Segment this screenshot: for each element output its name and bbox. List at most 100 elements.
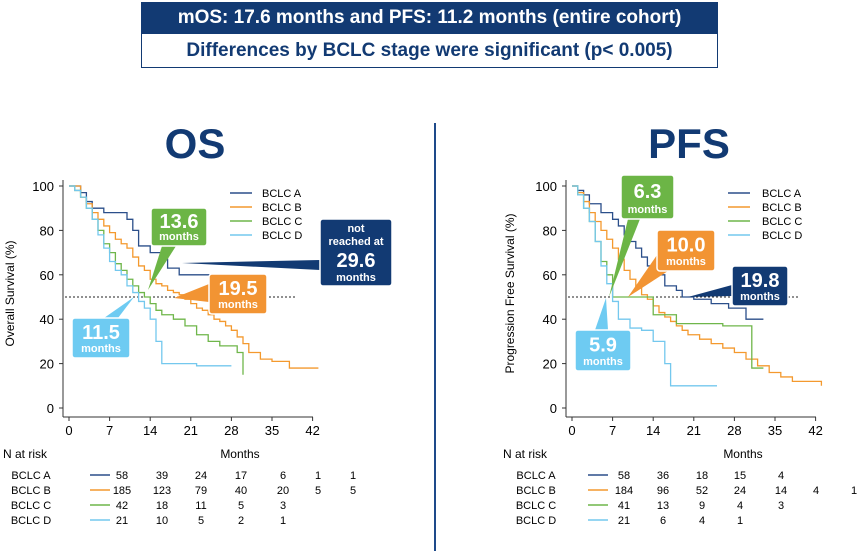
risk-row-label: BCLC C <box>11 500 51 512</box>
risk-cell: 1 <box>280 515 286 527</box>
callout-median-value: 6.3 <box>634 181 662 203</box>
legend-label-bclc-d: BCLC D <box>762 230 802 242</box>
callout-pointer-bclc-d <box>595 298 608 330</box>
risk-cell: 58 <box>618 470 630 482</box>
summary-banner-text: mOS: 17.6 months and PFS: 11.2 months (e… <box>177 6 682 28</box>
risk-cell: 24 <box>195 470 207 482</box>
x-tick-label: 7 <box>106 423 113 438</box>
y-tick-label: 100 <box>535 179 557 194</box>
risk-cell: 42 <box>116 500 128 512</box>
risk-table-title: N at risk <box>503 447 548 461</box>
callout-median-value: 13.6 <box>160 211 199 233</box>
callout-pointer-bclc-c <box>609 219 640 297</box>
risk-cell: 58 <box>116 470 128 482</box>
risk-cell: 21 <box>116 515 128 527</box>
x-tick-label: 14 <box>646 423 660 438</box>
legend-label-bclc-d: BCLC D <box>262 230 302 242</box>
risk-cell: 96 <box>657 485 669 497</box>
y-tick-label: 20 <box>40 357 54 372</box>
risk-row-label: BCLC D <box>516 515 556 527</box>
risk-row-label: BCLC B <box>516 485 556 497</box>
y-tick-label: 0 <box>47 401 54 416</box>
callout-pointer-bclc-d <box>104 297 134 318</box>
callout-unit: months <box>218 299 258 311</box>
x-tick-label: 28 <box>224 423 238 438</box>
x-tick-label: 7 <box>609 423 616 438</box>
risk-row-label: BCLC A <box>11 470 51 482</box>
risk-cell: 5 <box>315 485 321 497</box>
curve-bclc-d <box>572 185 717 387</box>
callout-pointer-bclc-a <box>182 260 320 270</box>
callout-pointer-bclc-a <box>688 285 732 297</box>
risk-cell: 79 <box>195 485 207 497</box>
x-tick-label: 28 <box>727 423 741 438</box>
risk-row-label: BCLC B <box>11 485 51 497</box>
risk-cell: 40 <box>235 485 247 497</box>
risk-cell: 15 <box>734 470 746 482</box>
callout-unit: months <box>159 231 199 243</box>
y-tick-label: 100 <box>32 179 54 194</box>
risk-cell: 3 <box>280 500 286 512</box>
risk-cell: 18 <box>696 470 708 482</box>
x-tick-label: 14 <box>143 423 157 438</box>
risk-cell: 123 <box>153 485 171 497</box>
risk-cell: 1 <box>851 485 857 497</box>
callout-box-bclc-c <box>150 207 208 247</box>
risk-cell: 4 <box>778 470 784 482</box>
callout-unit: months <box>81 343 121 355</box>
x-tick-label: 42 <box>305 423 319 438</box>
risk-cell: 6 <box>660 515 666 527</box>
x-tick-label: 0 <box>65 423 72 438</box>
risk-table-title: N at risk <box>3 447 48 461</box>
risk-cell: 13 <box>657 500 669 512</box>
callout-unit: months <box>740 291 780 303</box>
callout-note: reached at <box>328 236 383 248</box>
risk-cell: 5 <box>350 485 356 497</box>
curve-bclc-b <box>69 185 319 369</box>
curve-bclc-b <box>572 185 823 386</box>
risk-cell: 39 <box>156 470 168 482</box>
legend-label-bclc-a: BCLC A <box>762 188 802 200</box>
risk-cell: 1 <box>737 515 743 527</box>
x-tick-label: 21 <box>184 423 198 438</box>
curve-bclc-a <box>69 185 241 276</box>
callout-median-value: 29.6 <box>337 250 376 272</box>
legend-label-bclc-c: BCLC C <box>262 216 302 228</box>
callout-median-value: 11.5 <box>82 322 120 344</box>
y-tick-label: 80 <box>40 223 54 238</box>
callout-box-bclc-c <box>620 174 675 220</box>
y-tick-label: 80 <box>543 223 557 238</box>
y-tick-label: 40 <box>40 312 54 327</box>
chart-title: PFS <box>648 120 730 167</box>
x-axis-label: Months <box>220 447 259 461</box>
callout-box-bclc-a <box>731 265 789 307</box>
legend-label-bclc-a: BCLC A <box>262 188 302 200</box>
callout-note: not <box>347 223 364 235</box>
risk-cell: 41 <box>618 500 630 512</box>
callout-unit: months <box>666 256 706 268</box>
risk-cell: 9 <box>699 500 705 512</box>
significance-banner: Differences by BCLC stage were significa… <box>141 33 718 68</box>
x-tick-label: 35 <box>768 423 782 438</box>
callout-pointer-bclc-b <box>174 284 209 302</box>
risk-cell: 36 <box>657 470 669 482</box>
risk-cell: 14 <box>775 485 787 497</box>
x-tick-label: 42 <box>808 423 822 438</box>
callout-box-bclc-d <box>574 329 632 372</box>
x-axis-label: Months <box>723 447 762 461</box>
summary-banner: mOS: 17.6 months and PFS: 11.2 months (e… <box>141 2 718 33</box>
y-tick-label: 40 <box>543 312 557 327</box>
risk-cell: 21 <box>618 515 630 527</box>
panel-divider <box>434 123 436 551</box>
callout-median-value: 19.8 <box>741 270 780 292</box>
y-tick-label: 60 <box>543 268 557 283</box>
callout-median-value: 19.5 <box>219 278 258 300</box>
risk-cell: 52 <box>696 485 708 497</box>
risk-row-label: BCLC D <box>11 515 51 527</box>
risk-row-label: BCLC C <box>516 500 556 512</box>
callout-box-bclc-b <box>656 229 716 272</box>
curve-bclc-d <box>69 185 232 367</box>
risk-cell: 24 <box>734 485 746 497</box>
